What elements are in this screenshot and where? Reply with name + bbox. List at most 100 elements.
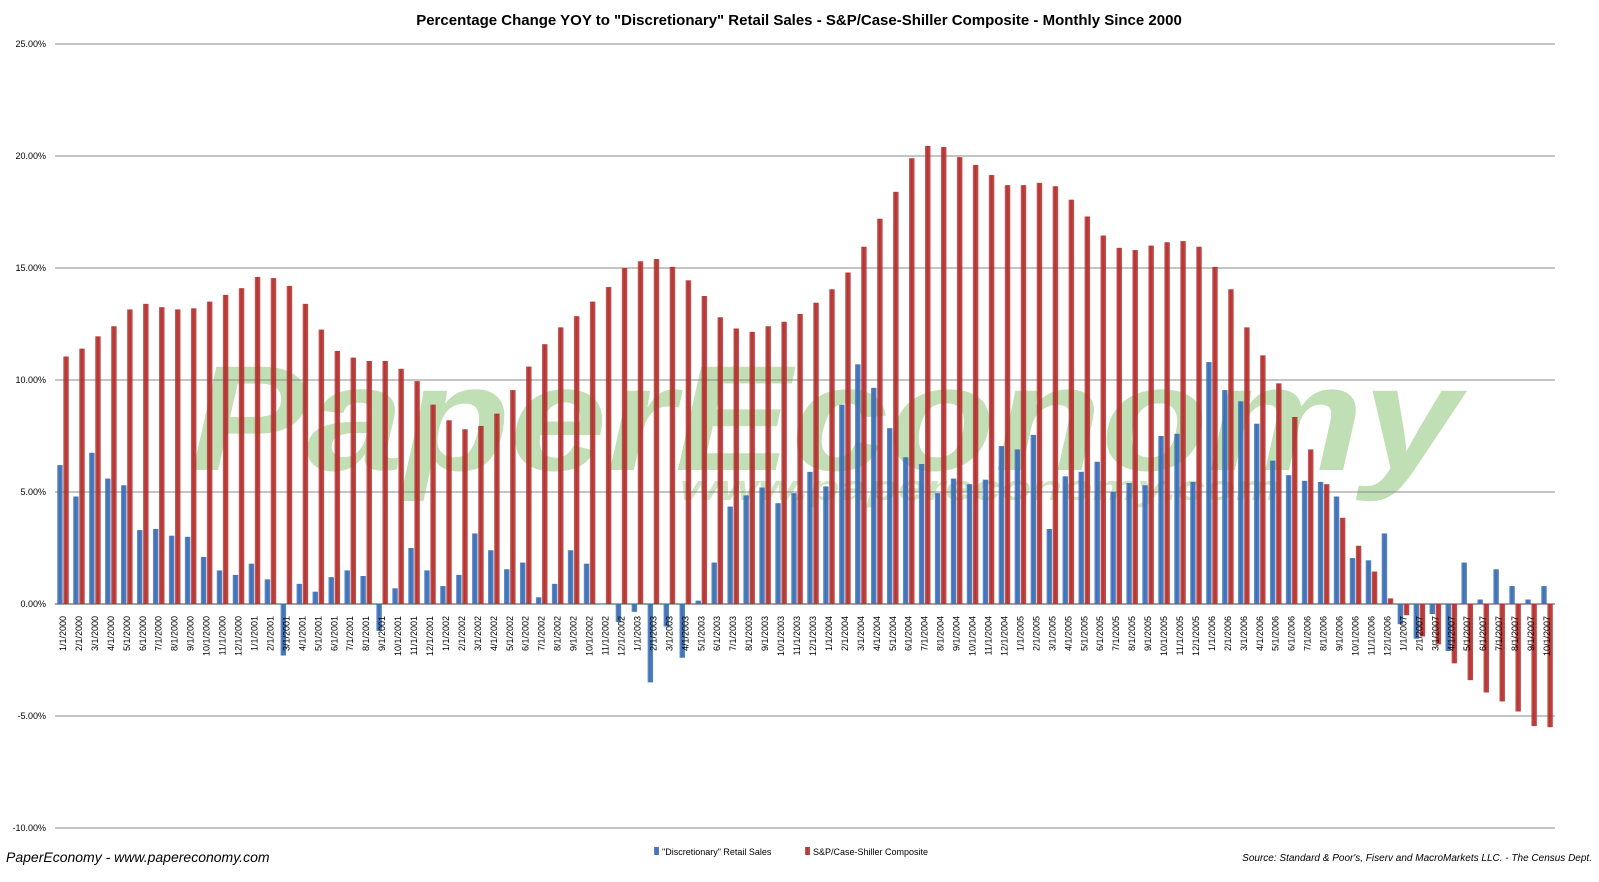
x-tick-label: 12/1/2006 xyxy=(1382,616,1392,656)
watermark-url: www.papereconomy.com xyxy=(680,467,1280,508)
bar-retail-sales xyxy=(934,493,941,604)
x-tick-label: 2/1/2001 xyxy=(265,616,275,651)
x-tick-label: 7/1/2003 xyxy=(728,616,738,651)
bar-case-shiller xyxy=(1371,571,1378,604)
y-tick-label: 5.00% xyxy=(20,487,46,497)
bar-retail-sales xyxy=(1110,492,1116,604)
x-tick-label: 11/1/2002 xyxy=(601,616,611,655)
bar-case-shiller xyxy=(1116,247,1122,604)
y-tick-label: 10.00% xyxy=(15,375,46,385)
bar-case-shiller xyxy=(861,246,867,604)
y-tick-label: 25.00% xyxy=(15,39,46,49)
x-tick-label: 8/1/2000 xyxy=(170,616,180,651)
bar-retail-sales xyxy=(376,604,382,631)
x-tick-label: 10/1/2002 xyxy=(585,616,595,656)
bar-case-shiller xyxy=(1244,327,1250,604)
bar-case-shiller xyxy=(909,158,915,605)
bar-case-shiller xyxy=(813,302,819,604)
bar-retail-sales xyxy=(1301,480,1308,604)
bar-retail-sales xyxy=(440,586,446,604)
bar-case-shiller xyxy=(717,317,724,604)
y-tick-label: 15.00% xyxy=(15,263,46,273)
bar-retail-sales xyxy=(89,452,95,604)
x-tick-label: 5/1/2000 xyxy=(122,616,132,651)
bar-case-shiller xyxy=(350,357,357,604)
bars xyxy=(57,145,1553,728)
bar-case-shiller xyxy=(1467,604,1474,681)
bar-retail-sales xyxy=(200,556,207,604)
bar-case-shiller xyxy=(701,296,708,604)
bar-retail-sales xyxy=(1126,483,1132,604)
bar-retail-sales xyxy=(1525,599,1531,604)
footer-source: Source: Standard & Poor's, Fiserv and Ma… xyxy=(1242,853,1592,864)
bar-case-shiller xyxy=(605,287,612,604)
bar-retail-sales xyxy=(1014,449,1021,604)
bar-case-shiller xyxy=(1547,604,1553,728)
bar-retail-sales xyxy=(1094,461,1100,604)
y-tick-label: -10.00% xyxy=(12,823,46,833)
bar-retail-sales xyxy=(679,604,686,658)
bar-case-shiller xyxy=(1196,246,1202,604)
x-tick-label: 10/1/2007 xyxy=(1542,616,1552,656)
x-tick-label: 2/1/2002 xyxy=(457,616,467,651)
x-tick-label: 5/1/2004 xyxy=(888,616,898,651)
bar-retail-sales xyxy=(1206,362,1212,604)
bar-retail-sales xyxy=(73,496,79,604)
bar-retail-sales xyxy=(1285,475,1292,604)
x-tick-label: 6/1/2001 xyxy=(329,616,339,651)
x-tick-label: 3/1/2002 xyxy=(473,616,483,651)
bar-case-shiller xyxy=(1483,604,1489,693)
x-tick-label: 1/1/2004 xyxy=(824,616,834,651)
x-tick-label: 2/1/2003 xyxy=(648,616,658,651)
x-tick-label: 10/1/2003 xyxy=(776,616,786,656)
bar-retail-sales xyxy=(296,583,303,604)
bar-retail-sales xyxy=(392,588,398,604)
bar-case-shiller xyxy=(430,404,436,604)
x-tick-label: 9/1/2007 xyxy=(1526,616,1536,651)
bar-retail-sales xyxy=(121,485,127,604)
x-tick-label: 10/1/2000 xyxy=(202,616,212,656)
x-tick-label: 11/1/2000 xyxy=(218,616,228,655)
bar-case-shiller xyxy=(270,278,277,604)
x-tick-label: 4/1/2002 xyxy=(489,616,499,651)
x-tick-label: 12/1/2001 xyxy=(425,616,435,656)
bar-retail-sales xyxy=(152,528,159,604)
bar-retail-sales xyxy=(1190,481,1196,604)
bar-retail-sales xyxy=(264,579,271,604)
bar-retail-sales xyxy=(567,550,574,604)
bar-case-shiller xyxy=(398,368,404,604)
bar-retail-sales xyxy=(1333,496,1340,604)
x-tick-label: 3/1/2000 xyxy=(90,616,100,651)
bar-retail-sales xyxy=(871,387,877,604)
bar-case-shiller xyxy=(159,307,165,604)
bar-case-shiller xyxy=(1180,241,1186,604)
bar-retail-sales xyxy=(807,471,813,604)
bar-case-shiller xyxy=(1228,289,1234,604)
bar-case-shiller xyxy=(1276,383,1282,604)
x-tick-label: 5/1/2001 xyxy=(313,616,323,651)
x-tick-label: 3/1/2006 xyxy=(1239,616,1249,651)
bar-case-shiller xyxy=(1004,185,1011,604)
bar-retail-sales xyxy=(424,570,430,604)
bar-retail-sales xyxy=(966,484,973,604)
bar-case-shiller xyxy=(589,301,596,604)
bar-case-shiller xyxy=(1292,416,1298,604)
bar-retail-sales xyxy=(583,563,590,604)
x-tick-label: 10/1/2001 xyxy=(393,616,403,656)
bar-case-shiller xyxy=(366,360,372,604)
bar-case-shiller xyxy=(1260,355,1266,604)
bar-retail-sales xyxy=(615,604,622,622)
bar-case-shiller xyxy=(893,191,899,604)
bar-retail-sales xyxy=(1365,560,1372,604)
x-tick-label: 1/1/2006 xyxy=(1207,616,1217,651)
x-tick-label: 7/1/2007 xyxy=(1494,616,1504,651)
x-axis-ticks: 1/1/2000 2/1/2000 3/1/2000 4/1/2000 5/1/2000… xyxy=(58,616,1552,656)
x-tick-label: 1/1/2007 xyxy=(1398,616,1408,651)
x-tick-label: 4/1/2001 xyxy=(297,616,307,651)
x-tick-label: 9/1/2005 xyxy=(1143,616,1153,651)
bar-case-shiller xyxy=(414,381,420,604)
bar-case-shiller xyxy=(1403,604,1410,616)
x-tick-label: 12/1/2005 xyxy=(1191,616,1201,656)
x-tick-label: 4/1/2004 xyxy=(872,616,882,651)
bar-retail-sales xyxy=(1142,485,1148,604)
